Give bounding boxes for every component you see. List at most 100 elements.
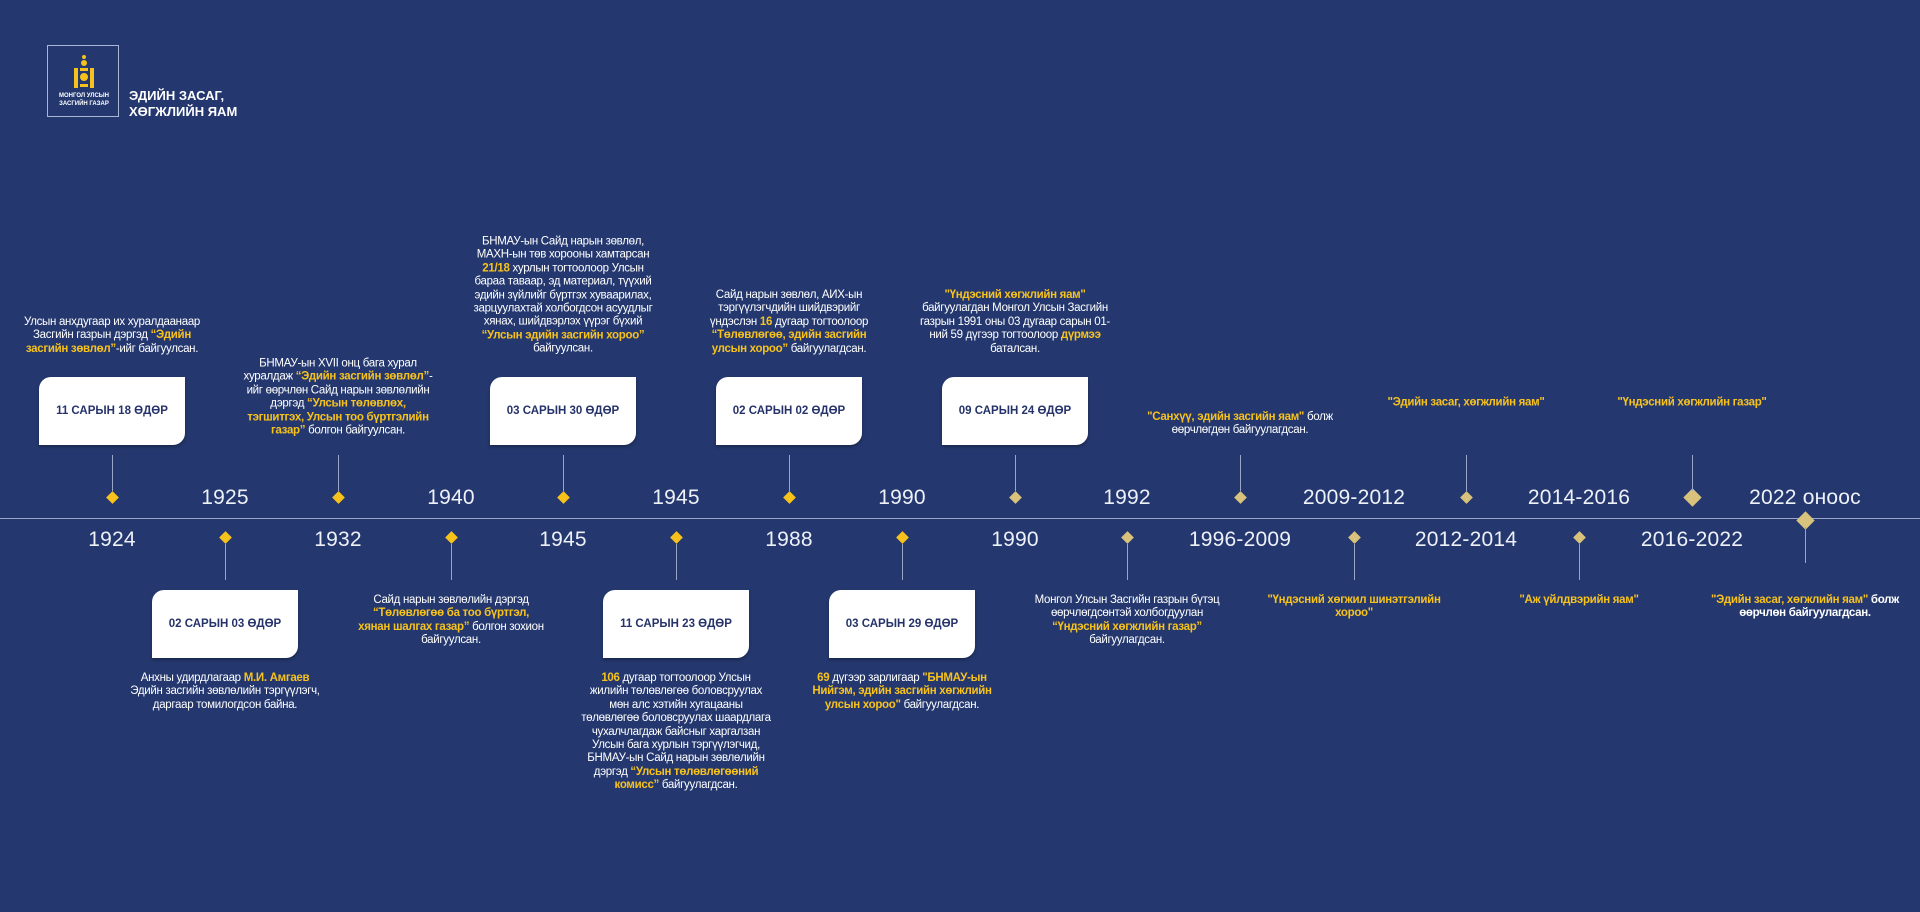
date-card: 03 САРЫН 30 ӨДӨР xyxy=(490,377,636,445)
timeline-axis xyxy=(0,518,1920,519)
highlighted-text: 16 xyxy=(759,315,773,328)
highlighted-text: “Төлөвлөгөө, эдийн засгийн улсын хороо” xyxy=(711,329,867,355)
highlighted-text: “Үндэсний хөгжлийн газар” xyxy=(1052,620,1202,633)
highlighted-text: "Аж үйлдвэрийн яам" xyxy=(1519,594,1639,606)
year-label: 1940 xyxy=(427,486,475,509)
description-text: хурлын тогтоолоор Улсын бараа таваар, эд… xyxy=(473,262,653,328)
timeline-marker-diamond-icon xyxy=(1347,530,1361,544)
event-description: "Үндэсний хөгжлийн газар" xyxy=(1597,397,1787,410)
highlighted-text: "БНМАУ-ын Нийгэм, эдийн засгийн хөгжлийн… xyxy=(812,672,992,711)
connector-line xyxy=(338,455,339,491)
connector-line xyxy=(1015,455,1016,491)
year-label: 1990 xyxy=(991,528,1039,551)
connector-line xyxy=(1466,455,1467,491)
ministry-title-line: ЭДИЙН ЗАСАГ, xyxy=(129,88,225,103)
description-text: болж өөрчлөн байгуулагдсан. xyxy=(1739,594,1900,620)
highlighted-text: “Эдийн засгийн зөвлөл” xyxy=(295,370,430,383)
event-description: 69 дүгээр зарлигаар "БНМАУ-ын Нийгэм, эд… xyxy=(807,672,997,712)
description-text: -ийг өөрчлөн Сайд нарын зөвлөлийн дэргэд xyxy=(246,370,433,410)
date-card: 02 САРЫН 03 ӨДӨР xyxy=(152,590,298,658)
year-label: 1945 xyxy=(652,486,700,509)
highlighted-text: 69 xyxy=(817,672,830,684)
description-text: байгуулсан. xyxy=(533,342,593,355)
description-text: байгуулагдсан. xyxy=(787,342,867,355)
description-text: Улсын анхдугаар их хуралдаанаар Засгийн … xyxy=(23,315,201,342)
logo-text: МОНГОЛ УЛСЫН ЗАСГИЙН ГАЗАР xyxy=(48,92,120,108)
timeline-marker-diamond-icon xyxy=(1008,490,1022,504)
connector-line xyxy=(1240,455,1241,491)
year-label: 1992 xyxy=(1103,486,1151,509)
highlighted-text: "Үндэсний хөгжил шинэтгэлийн хороо" xyxy=(1267,594,1441,620)
connector-line xyxy=(563,455,564,491)
highlighted-text: "Үндэсний хөгжлийн газар" xyxy=(1617,396,1767,409)
event-description: Сайд нарын зөвлөл, АИХ-ын тэргүүлэгчдийн… xyxy=(694,289,884,356)
event-description: БНМАУ-ын XVII онц бага хурал хуралдаж “Э… xyxy=(243,358,433,438)
connector-line xyxy=(789,455,790,491)
timeline-marker-diamond-icon xyxy=(556,490,570,504)
date-card: 09 САРЫН 24 ӨДӨР xyxy=(942,377,1088,445)
year-label: 2014-2016 xyxy=(1527,486,1631,509)
timeline-marker-diamond-icon xyxy=(1233,490,1247,504)
description-text: байгуулагдсан. xyxy=(659,779,738,792)
timeline-marker-diamond-icon xyxy=(669,530,683,544)
event-description: "Үндэсний хөгжил шинэтгэлийн хороо" xyxy=(1259,594,1449,621)
year-label: 1990 xyxy=(878,486,926,509)
highlighted-text: "Санхүү, эдийн засгийн яам" xyxy=(1147,411,1305,424)
event-description: "Аж үйлдвэрийн яам" xyxy=(1484,594,1674,607)
description-text: байгуулагдсан. xyxy=(900,698,980,711)
highlighted-text: “Улсын төлөвлөгөөний комисс” xyxy=(614,765,759,792)
event-description: "Эдийн засаг, хөгжлийн яам" xyxy=(1371,397,1561,410)
logo-text-line: ЗАСГИЙН ГАЗАР xyxy=(59,101,109,107)
year-label: 2012-2014 xyxy=(1414,528,1518,551)
description-text: Сайд нарын зөвлөл, АИХ-ын тэргүүлэгчдийн… xyxy=(709,288,863,328)
timeline-marker-diamond-icon xyxy=(444,530,458,544)
year-label: 2009-2012 xyxy=(1302,486,1406,509)
connector-line xyxy=(1692,455,1693,491)
timeline-marker-diamond-icon xyxy=(1120,530,1134,544)
description-text: байгуулагдан Монгол Улсын Засгийн газрын… xyxy=(920,302,1110,342)
highlighted-text: "Эдийн засаг, хөгжлийн яам" xyxy=(1387,396,1545,409)
date-card: 11 САРЫН 18 ӨДӨР xyxy=(39,377,185,445)
description-text: дугаар тогтоолоор xyxy=(772,315,869,328)
connector-line xyxy=(902,544,903,580)
description-text: Эдийн засгийн зөвлөлийн тэргүүлэгч, дарг… xyxy=(130,685,320,711)
year-label: 1932 xyxy=(314,528,362,551)
soyombo-emblem-icon xyxy=(74,55,94,88)
year-label: 1925 xyxy=(201,486,249,509)
highlighted-text: дүрмээ xyxy=(1060,329,1101,342)
description-text: Сайд нарын зөвлөлийн дэргэд xyxy=(373,594,529,606)
description-text: дүгээр зарлигаар xyxy=(829,672,923,684)
event-description: БНМАУ-ын Сайд нарын зөвлөл, МАХН-ын төв … xyxy=(468,235,658,356)
highlighted-text: "Үндэсний хөгжлийн яам" xyxy=(944,288,1086,301)
event-description: Анхны удирдлагаар М.И. Амгаев Эдийн засг… xyxy=(130,672,320,712)
year-label: 1945 xyxy=(539,528,587,551)
year-label: 1924 xyxy=(88,528,136,551)
timeline-marker-diamond-icon xyxy=(895,530,909,544)
year-label: 1988 xyxy=(765,528,813,551)
timeline-marker-diamond-icon xyxy=(218,530,232,544)
date-card: 11 САРЫН 23 ӨДӨР xyxy=(603,590,749,658)
year-label: 1996-2009 xyxy=(1188,528,1292,551)
description-text: дугаар тогтоолоор Улсын жилийн төлөвлөгө… xyxy=(581,672,771,778)
highlighted-text: “Эдийн засгийн зөвлөл” xyxy=(25,329,191,355)
event-description: Сайд нарын зөвлөлийн дэргэд “Төлөвлөгөө … xyxy=(356,594,546,648)
timeline-marker-diamond-icon xyxy=(1572,530,1586,544)
ministry-title-line: ХӨГЖЛИЙН ЯАМ xyxy=(129,104,238,119)
timeline-marker-diamond-icon xyxy=(1459,490,1473,504)
date-card: 03 САРЫН 29 ӨДӨР xyxy=(829,590,975,658)
logo-text-line: МОНГОЛ УЛСЫН xyxy=(59,93,109,99)
description-text: -ийг байгуулсан. xyxy=(115,342,199,355)
event-description: "Үндэсний хөгжлийн яам" байгуулагдан Мон… xyxy=(920,289,1110,356)
government-logo: МОНГОЛ УЛСЫН ЗАСГИЙН ГАЗАР xyxy=(47,45,119,117)
description-text: болгон зохион байгуулсан. xyxy=(421,620,544,647)
year-label: 2022 оноос xyxy=(1749,486,1861,509)
connector-line xyxy=(1127,544,1128,580)
highlighted-text: 106 xyxy=(601,672,620,684)
event-description: "Эдийн засаг, хөгжлийн яам" болж өөрчлөн… xyxy=(1710,594,1900,621)
timeline-marker-diamond-icon xyxy=(782,490,796,504)
ministry-title: ЭДИЙН ЗАСАГ, ХӨГЖЛИЙН ЯАМ xyxy=(129,88,237,120)
date-card: 02 САРЫН 02 ӨДӨР xyxy=(716,377,862,445)
connector-line xyxy=(112,455,113,491)
description-text: БНМАУ-ын XVII онц бага хурал хуралдаж xyxy=(243,357,418,383)
description-text: БНМАУ-ын Сайд нарын зөвлөл, МАХН-ын төв … xyxy=(476,235,650,261)
